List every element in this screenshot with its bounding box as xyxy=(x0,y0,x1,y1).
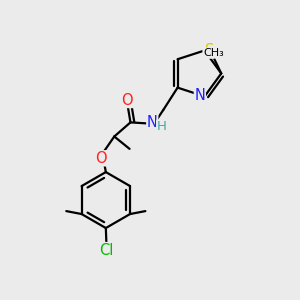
Text: S: S xyxy=(205,43,214,58)
Text: O: O xyxy=(95,151,107,166)
Text: N: N xyxy=(147,115,158,130)
Text: Cl: Cl xyxy=(100,243,114,258)
Text: N: N xyxy=(194,88,205,103)
Text: O: O xyxy=(121,92,133,107)
Text: CH₃: CH₃ xyxy=(203,48,224,58)
Text: H: H xyxy=(157,120,166,133)
